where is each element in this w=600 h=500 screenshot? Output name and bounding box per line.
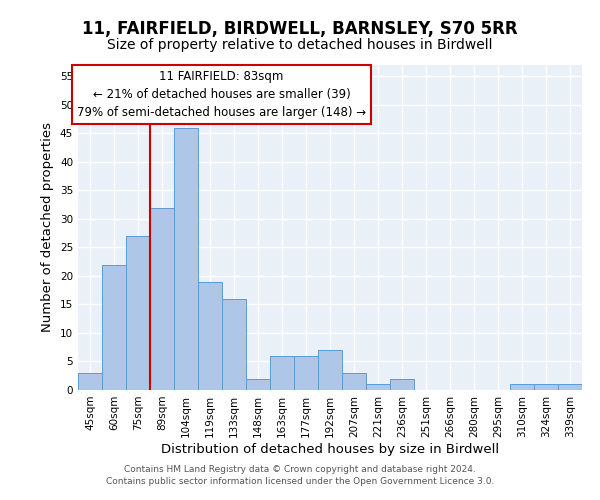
Bar <box>294 356 318 390</box>
Bar <box>78 373 102 390</box>
Text: 11, FAIRFIELD, BIRDWELL, BARNSLEY, S70 5RR: 11, FAIRFIELD, BIRDWELL, BARNSLEY, S70 5… <box>82 20 518 38</box>
Bar <box>270 356 294 390</box>
Y-axis label: Number of detached properties: Number of detached properties <box>41 122 55 332</box>
Bar <box>366 384 390 390</box>
Bar <box>174 128 198 390</box>
Text: Size of property relative to detached houses in Birdwell: Size of property relative to detached ho… <box>107 38 493 52</box>
Bar <box>510 384 534 390</box>
Bar <box>534 384 558 390</box>
Bar <box>198 282 222 390</box>
Bar <box>150 208 174 390</box>
Bar <box>126 236 150 390</box>
Bar <box>390 378 414 390</box>
X-axis label: Distribution of detached houses by size in Birdwell: Distribution of detached houses by size … <box>161 442 499 456</box>
Bar <box>558 384 582 390</box>
Text: Contains HM Land Registry data © Crown copyright and database right 2024.: Contains HM Land Registry data © Crown c… <box>124 465 476 474</box>
Text: Contains public sector information licensed under the Open Government Licence 3.: Contains public sector information licen… <box>106 477 494 486</box>
Bar <box>342 373 366 390</box>
Bar <box>246 378 270 390</box>
Bar <box>102 264 126 390</box>
Text: 11 FAIRFIELD: 83sqm
← 21% of detached houses are smaller (39)
79% of semi-detach: 11 FAIRFIELD: 83sqm ← 21% of detached ho… <box>77 70 366 119</box>
Bar <box>318 350 342 390</box>
Bar <box>222 299 246 390</box>
